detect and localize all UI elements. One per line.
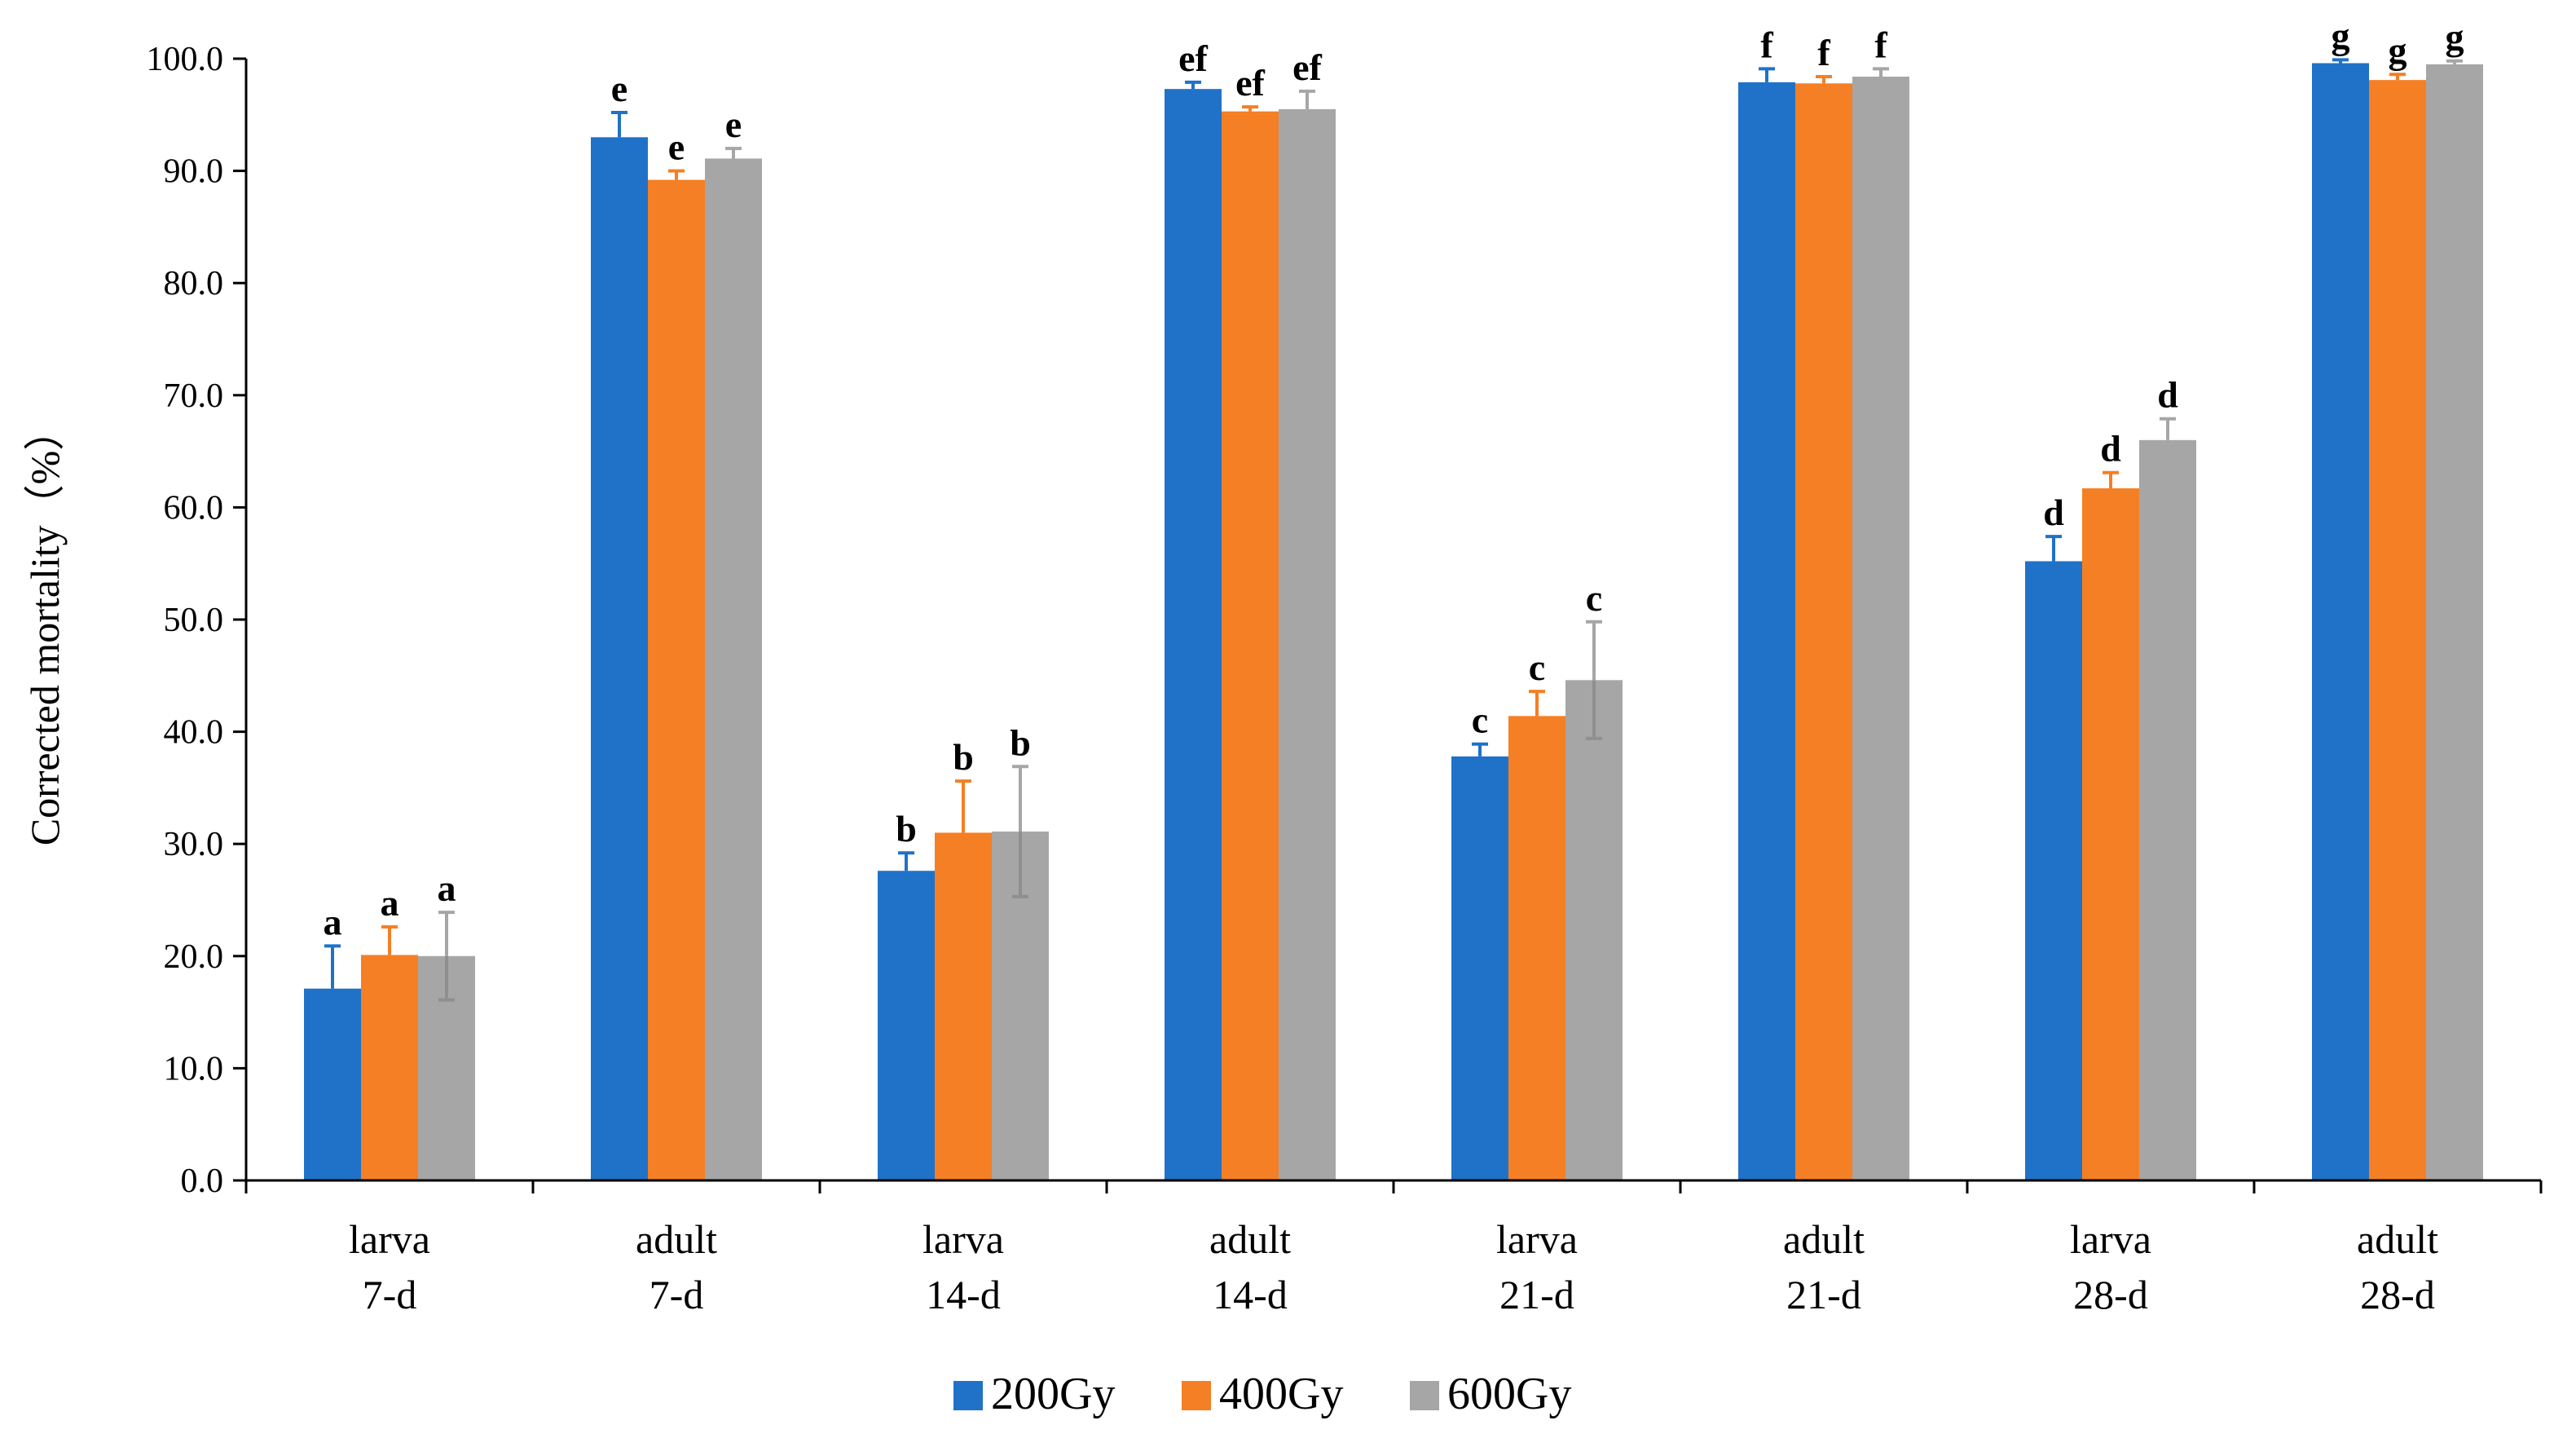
significance-label: b	[896, 808, 917, 849]
y-tick-label: 40.0	[164, 714, 224, 752]
category-label-line2: 14-d	[1213, 1272, 1288, 1317]
category-label-line2: 14-d	[926, 1272, 1001, 1317]
legend-swatch	[953, 1381, 983, 1410]
bar	[878, 871, 935, 1180]
legend-label: 400Gy	[1219, 1369, 1343, 1419]
y-tick-label: 20.0	[164, 938, 224, 976]
category-label-line1: adult	[2357, 1216, 2438, 1262]
category-label-line1: larva	[923, 1216, 1004, 1262]
y-tick-label: 50.0	[164, 602, 224, 639]
significance-label: ef	[1292, 46, 1322, 88]
significance-label: g	[2389, 29, 2407, 71]
significance-label: d	[2157, 374, 2178, 416]
category-label-line2: 21-d	[1786, 1272, 1861, 1317]
bar	[2139, 439, 2196, 1180]
bar	[1451, 756, 1508, 1180]
significance-label: d	[2100, 428, 2121, 470]
category-label-line2: 28-d	[2073, 1272, 2148, 1317]
bar	[304, 988, 361, 1180]
bar	[1279, 108, 1336, 1180]
y-tick-label: 30.0	[164, 826, 224, 863]
category-label-line2: 7-d	[363, 1272, 417, 1317]
legend: 200Gy 400Gy 600Gy	[953, 1369, 1571, 1419]
category-label-line1: larva	[1496, 1216, 1578, 1262]
y-tick-label: 10.0	[164, 1050, 224, 1087]
bar	[2369, 80, 2426, 1180]
significance-label: b	[1010, 721, 1031, 763]
y-tick-label: 90.0	[164, 153, 224, 191]
bar	[1738, 82, 1795, 1180]
x-axis: larva 7-d adult 7-d larva 14-d adult 14-d larva 2…	[244, 1179, 2543, 1317]
category-label-line2: 7-d	[650, 1272, 704, 1317]
significance-label: e	[725, 104, 742, 145]
significance-label: c	[1472, 699, 1488, 741]
legend-label: 200Gy	[991, 1369, 1115, 1419]
bar	[1852, 77, 1909, 1181]
bar	[2025, 561, 2082, 1180]
bar	[361, 955, 418, 1180]
significance-label: b	[953, 736, 974, 778]
bar	[591, 137, 648, 1180]
category-label-line2: 28-d	[2360, 1272, 2435, 1317]
significance-label: g	[2446, 16, 2464, 58]
significance-label: e	[611, 68, 627, 109]
category-label-line1: larva	[349, 1216, 430, 1262]
bars: a e b ef c f d g a e b ef c f d g a e b ef c f d g	[304, 15, 2483, 1181]
category-label-line1: adult	[1783, 1216, 1865, 1262]
significance-label: a	[381, 882, 399, 924]
significance-label: ef	[1178, 37, 1208, 79]
bar	[1508, 716, 1565, 1180]
y-axis-title: Corrected mortality（%）	[22, 410, 68, 846]
category-label-line1: adult	[1209, 1216, 1291, 1262]
legend-swatch	[1182, 1381, 1211, 1410]
significance-label: d	[2043, 492, 2064, 533]
bar	[1565, 680, 1623, 1180]
significance-label: a	[438, 867, 456, 909]
significance-label: f	[1817, 32, 1830, 73]
significance-label: c	[1529, 646, 1545, 688]
bar	[1222, 111, 1279, 1180]
bar	[705, 158, 762, 1181]
bar	[935, 832, 992, 1180]
bar	[2312, 63, 2369, 1180]
bar	[2426, 64, 2483, 1180]
y-tick-label: 0.0	[181, 1162, 224, 1200]
bar	[648, 179, 705, 1180]
legend-label: 600Gy	[1447, 1369, 1571, 1419]
bar	[2082, 488, 2139, 1180]
bar	[1795, 83, 1852, 1181]
significance-label: g	[2332, 15, 2350, 56]
significance-label: f	[1874, 24, 1887, 65]
significance-label: e	[668, 126, 685, 168]
category-label-line2: 21-d	[1499, 1272, 1574, 1317]
y-axis: 0.0 10.0 20.0 30.0 40.0 50.0 60.0 70.0 80.0 90.0 1…	[147, 41, 248, 1200]
bar	[1165, 89, 1222, 1181]
category-label-line1: adult	[636, 1216, 717, 1262]
y-tick-label: 60.0	[164, 489, 224, 527]
legend-swatch	[1410, 1381, 1439, 1410]
significance-label: ef	[1235, 62, 1265, 104]
y-tick-label: 80.0	[164, 265, 224, 302]
significance-label: a	[324, 901, 342, 942]
category-label-line1: larva	[2070, 1216, 2151, 1262]
y-tick-label: 70.0	[164, 377, 224, 415]
significance-label: c	[1586, 577, 1602, 619]
y-tick-label: 100.0	[147, 41, 224, 78]
significance-label: f	[1760, 24, 1773, 65]
